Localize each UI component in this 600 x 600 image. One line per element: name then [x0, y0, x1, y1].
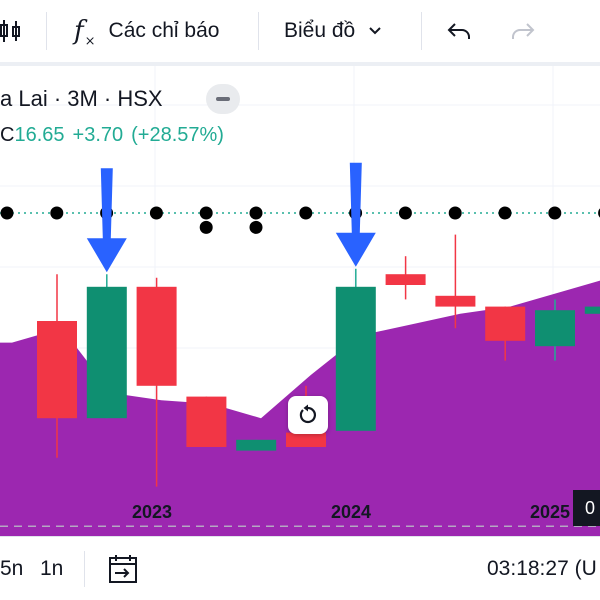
bottom-bar: 5n 1n 03:18:27 (U — [0, 537, 600, 600]
candle-body — [286, 432, 326, 447]
symbol-title[interactable]: a Lai · 3M · HSX — [0, 86, 163, 111]
candle — [584, 306, 600, 314]
legend-collapse-button[interactable] — [206, 84, 240, 114]
candle — [485, 306, 526, 361]
signal-dot — [398, 206, 412, 220]
redo-button[interactable] — [510, 0, 536, 62]
signal-dot — [249, 206, 263, 220]
signal-dot — [498, 206, 512, 220]
signal-dot — [548, 206, 562, 220]
chart-type-button[interactable]: Biểu đồ — [284, 0, 383, 62]
signal-dot — [249, 220, 263, 234]
ohlc-values: C 16.65 +3.70 (+28.57%) — [0, 122, 232, 148]
candle-body — [86, 286, 127, 419]
candle — [136, 277, 177, 487]
candle — [37, 274, 77, 458]
x-tick-label: 2023 — [132, 502, 173, 522]
candle-body — [236, 439, 277, 451]
candle-body — [435, 295, 476, 307]
indicators-button[interactable]: f× Các chỉ báo — [74, 0, 219, 62]
down-arrow-icon — [86, 168, 127, 273]
candle — [86, 274, 127, 419]
candle-body — [485, 306, 526, 341]
candle — [435, 234, 476, 329]
candle-body — [37, 321, 77, 419]
minus-icon — [216, 97, 230, 101]
chevron-down-icon — [369, 27, 381, 35]
calendar-arrow-icon — [109, 554, 137, 583]
x-tick-label: 2025 — [530, 502, 571, 522]
change-percent: (+28.57%) — [131, 123, 224, 146]
down-arrow-icon — [335, 162, 376, 267]
close-prefix: C — [0, 123, 15, 146]
signal-dot — [448, 206, 462, 220]
change-value: +3.70 — [72, 123, 124, 146]
toolbar-divider — [0, 62, 600, 66]
undo-icon — [447, 23, 470, 39]
signal-dot — [50, 206, 64, 220]
range-5y-button[interactable]: 5n — [0, 556, 24, 580]
chart-type-label: Biểu đồ — [284, 19, 356, 42]
signal-dot — [199, 206, 213, 220]
signal-dot — [199, 220, 213, 234]
candle — [236, 439, 277, 451]
signal-dot — [299, 206, 313, 220]
bottom-separator — [84, 551, 85, 587]
signal-dot — [149, 206, 163, 220]
candle — [385, 256, 426, 300]
candle-body — [385, 274, 426, 285]
toolbar-separator — [421, 12, 422, 50]
candle-body — [136, 286, 177, 386]
signal-arrows — [86, 162, 376, 273]
candle-body — [186, 396, 227, 447]
candle-body — [584, 306, 600, 314]
candle — [186, 396, 227, 447]
signal-dot — [0, 206, 14, 220]
candle — [535, 299, 575, 361]
candle-body — [335, 286, 376, 431]
candles — [37, 234, 600, 487]
candle-body — [535, 310, 575, 347]
crosshair-price-tag: 0 — [573, 490, 600, 526]
indicators-label: Các chỉ báo — [108, 19, 220, 42]
toolbar-separator — [46, 12, 47, 50]
toolbar-separator — [258, 12, 259, 50]
close-value: 16.65 — [14, 123, 65, 146]
function-icon: f× — [74, 16, 96, 49]
reset-chart-button[interactable] — [288, 396, 328, 434]
x-tick-label: 2024 — [331, 502, 372, 522]
clock-time[interactable]: 03:18:27 (U — [487, 556, 597, 580]
candle — [335, 268, 376, 431]
redo-icon — [512, 23, 535, 39]
candlestick-icon[interactable] — [0, 0, 28, 62]
undo-button[interactable] — [446, 0, 472, 62]
go-to-date-button[interactable] — [106, 537, 140, 600]
top-toolbar: f× Các chỉ báo Biểu đồ — [0, 0, 600, 62]
reset-icon — [299, 404, 316, 424]
range-1y-button[interactable]: 1n — [40, 556, 64, 580]
bottom-divider — [0, 536, 600, 537]
